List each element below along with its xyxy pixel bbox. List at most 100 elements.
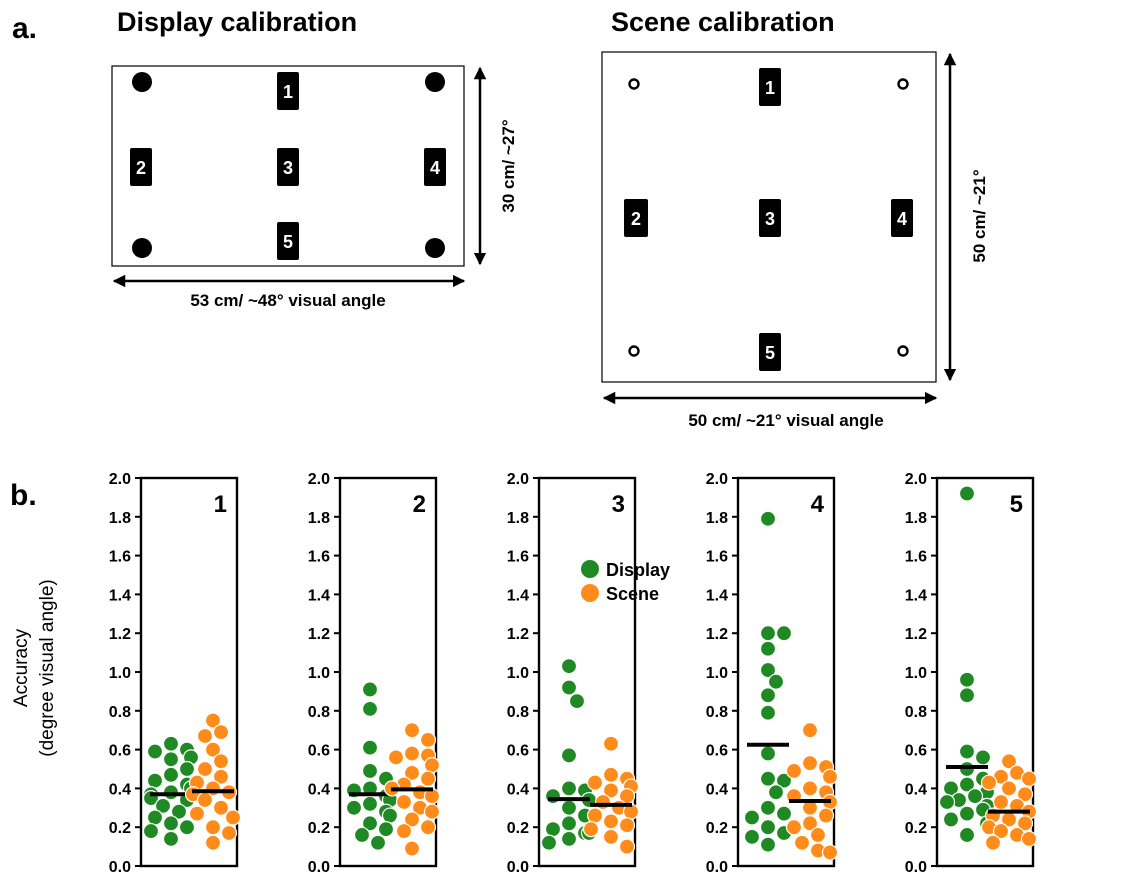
- y-tick-label: 1.2: [507, 626, 529, 643]
- display-point: [560, 747, 578, 764]
- y-tick-label: 0.6: [706, 743, 728, 760]
- display-point: [942, 811, 960, 828]
- scene-point: [992, 822, 1010, 840]
- display-point: [775, 805, 793, 822]
- y-tick-label: 1.0: [109, 665, 131, 682]
- display-point: [361, 815, 379, 832]
- scene-target-label: 4: [897, 209, 907, 229]
- y-axis-title-line2: (degree visual angle): [37, 579, 58, 756]
- scatter-panel-2: 0.0 0.2 0.4 0.6 0.8 1.0 1.2 1.4 1.6 1.8 2.0 2: [308, 471, 441, 872]
- scene-point: [212, 753, 230, 770]
- display-target-label: 4: [430, 158, 440, 178]
- display-point: [759, 770, 777, 787]
- panel-number: 2: [413, 491, 426, 518]
- display-target-1: 1: [277, 72, 299, 110]
- y-tick-label: 1.0: [308, 665, 330, 682]
- accuracy-scatter-plots: 0.0 0.2 0.4 0.6 0.8 1.0 1.2 1.4 1.6 1.8 2.0 1 0.0 0.2…: [109, 471, 1038, 872]
- panel-number: 5: [1010, 491, 1023, 518]
- y-tick-label: 1.2: [308, 626, 330, 643]
- y-tick-label: 0.8: [706, 704, 728, 721]
- scene-point: [602, 735, 620, 752]
- y-tick-label: 0.6: [308, 743, 330, 760]
- display-point: [560, 830, 578, 847]
- y-tick-label: 2.0: [905, 471, 927, 488]
- display-point: [178, 819, 196, 836]
- y-tick-label: 0.4: [308, 781, 330, 798]
- display-point: [759, 625, 777, 642]
- display-point: [361, 739, 379, 756]
- scene-point: [785, 819, 803, 836]
- display-point: [544, 821, 562, 838]
- display-point: [353, 826, 371, 844]
- display-point: [966, 788, 984, 805]
- scene-point: [821, 844, 839, 861]
- display-height-label: 30 cm/ ~27°: [499, 119, 518, 212]
- scene-point: [403, 811, 421, 828]
- scene-point: [1016, 786, 1034, 803]
- scene-point: [395, 822, 413, 840]
- display-point: [759, 704, 777, 721]
- scene-point: [602, 828, 620, 846]
- scatter-panel-3: 0.0 0.2 0.4 0.6 0.8 1.0 1.2 1.4 1.6 1.8 2.0 3: [507, 471, 640, 872]
- scene-point: [419, 770, 437, 787]
- display-point: [560, 780, 578, 797]
- display-point: [369, 834, 387, 851]
- y-tick-label: 1.8: [905, 510, 927, 527]
- display-calibration-title: Display calibration: [117, 7, 357, 37]
- display-target-label: 5: [283, 232, 293, 252]
- display-point: [560, 815, 578, 832]
- panel-a-label: a.: [12, 12, 37, 45]
- scene-corner-ring: [897, 78, 909, 90]
- display-point: [743, 828, 761, 846]
- scene-target-label: 2: [631, 209, 641, 229]
- display-point: [345, 799, 363, 816]
- display-point: [759, 510, 777, 527]
- y-tick-label: 0.8: [507, 704, 529, 721]
- y-tick-label: 1.4: [308, 587, 330, 604]
- y-tick-label: 1.4: [905, 587, 927, 604]
- display-point: [775, 772, 793, 789]
- scene-point: [403, 745, 421, 762]
- scene-point: [1020, 830, 1038, 847]
- scene-point: [793, 834, 811, 851]
- scene-point: [817, 807, 835, 824]
- y-tick-label: 1.8: [706, 510, 728, 527]
- y-tick-label: 0.4: [706, 781, 728, 798]
- scatter-panel-1: 0.0 0.2 0.4 0.6 0.8 1.0 1.2 1.4 1.6 1.8 2.0 1: [109, 471, 242, 872]
- display-point: [361, 681, 379, 698]
- display-corner-dot: [425, 238, 445, 258]
- display-point: [170, 803, 188, 820]
- scene-point: [821, 768, 839, 785]
- scatter-panel-5: 0.0 0.2 0.4 0.6 0.8 1.0 1.2 1.4 1.6 1.8 2.0 5: [905, 471, 1038, 872]
- display-point: [162, 766, 180, 783]
- scene-point: [403, 840, 421, 857]
- display-target-3: 3: [277, 148, 299, 186]
- y-tick-label: 0.8: [905, 704, 927, 721]
- scene-point: [602, 766, 620, 783]
- scene-point: [403, 722, 421, 739]
- y-tick-label: 0.2: [308, 820, 330, 837]
- scene-point: [1000, 780, 1018, 797]
- scene-point: [212, 724, 230, 741]
- y-tick-label: 1.0: [905, 665, 927, 682]
- display-point: [759, 687, 777, 704]
- scene-calibration-title: Scene calibration: [611, 7, 835, 37]
- display-point: [938, 793, 956, 811]
- y-tick-label: 1.8: [109, 510, 131, 527]
- y-tick-label: 1.6: [905, 549, 927, 566]
- y-tick-label: 0.6: [507, 743, 529, 760]
- y-tick-label: 1.4: [706, 587, 728, 604]
- legend-label-scene: Scene: [606, 584, 659, 604]
- display-width-label: 53 cm/ ~48° visual angle: [190, 291, 385, 310]
- scene-point: [785, 762, 803, 780]
- panel-number: 1: [214, 491, 227, 518]
- display-point: [162, 830, 180, 847]
- y-tick-label: 0.2: [507, 820, 529, 837]
- display-point: [759, 640, 777, 657]
- legend-label-display: Display: [606, 560, 670, 580]
- y-tick-label: 1.8: [507, 510, 529, 527]
- panel-number: 3: [612, 491, 625, 518]
- display-point: [146, 743, 164, 760]
- y-tick-label: 2.0: [507, 471, 529, 488]
- y-tick-label: 0.6: [905, 743, 927, 760]
